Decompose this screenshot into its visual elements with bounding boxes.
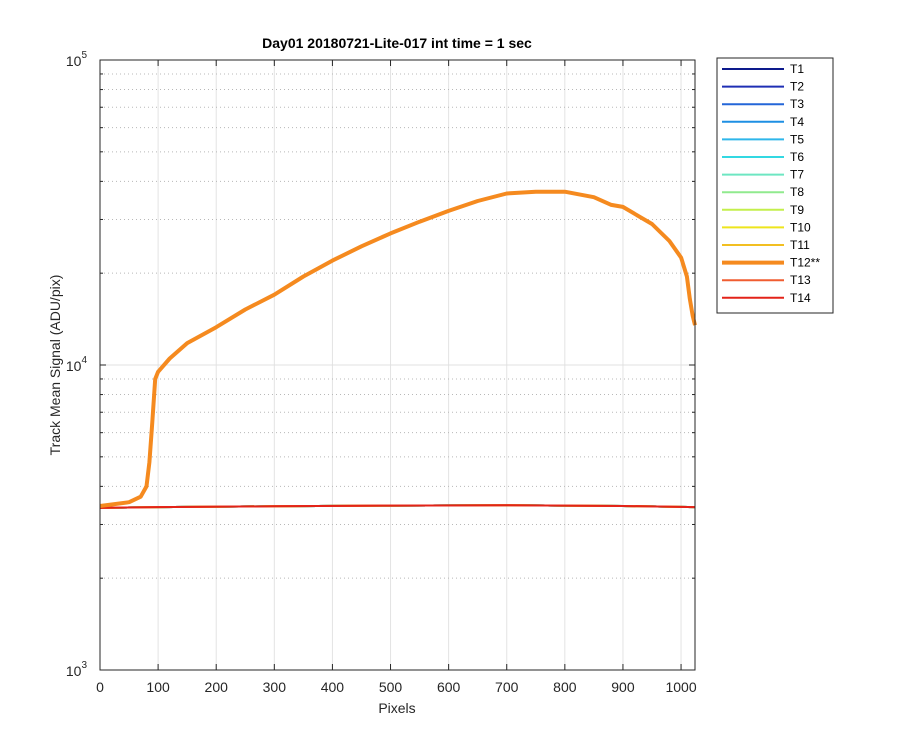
x-tick-label: 600 [437,679,461,695]
plot-lines [99,189,697,509]
x-tick-label: 800 [553,679,577,695]
legend-entry-label: T6 [790,150,804,164]
x-tick-label: 0 [96,679,104,695]
x-tick-label: 200 [205,679,229,695]
x-tick-label: 500 [379,679,403,695]
legend-entry-label: T2 [790,80,804,94]
legend-entry-label: T12** [790,256,820,270]
x-tick-label: 300 [263,679,287,695]
legend-entry-label: T14 [790,291,811,305]
x-tick-label: 100 [146,679,170,695]
legend-entry-label: T5 [790,132,804,146]
chart-title: Day01 20180721-Lite-017 int time = 1 sec [262,35,532,51]
series-line-t14 [99,504,696,509]
legend-entry-label: T8 [790,185,804,199]
axis-ticks: 0 100 200 300 400 500 600 700 800 900 1000 103 104 10… [66,50,697,695]
x-tick-label: 900 [611,679,635,695]
legend-entry-label: T9 [790,203,804,217]
x-tick-label: 400 [321,679,345,695]
y-tick-label: 103 [66,660,88,679]
legend: T1 T2 T3 T4 T5 T6 T7 T8 T9 T10 T11 T12** T13 T14 [716,57,834,314]
legend-entry-label: T1 [790,62,804,76]
x-tick-label: 700 [495,679,519,695]
legend-entry-label: T7 [790,168,804,182]
y-axis-label: Track Mean Signal (ADU/pix) [47,275,63,456]
legend-entry-label: T13 [790,273,811,287]
legend-entry-label: T4 [790,115,804,129]
x-tick-label: 1000 [665,679,696,695]
legend-entry-label: T10 [790,220,811,234]
y-tick-label: 104 [66,355,88,374]
legend-entry-label: T11 [790,238,810,252]
x-axis-label: Pixels [378,700,415,716]
y-tick-label: 105 [66,50,88,69]
legend-box [716,57,834,314]
legend-entry-label: T3 [790,97,804,111]
series-line-t12 [99,189,697,508]
